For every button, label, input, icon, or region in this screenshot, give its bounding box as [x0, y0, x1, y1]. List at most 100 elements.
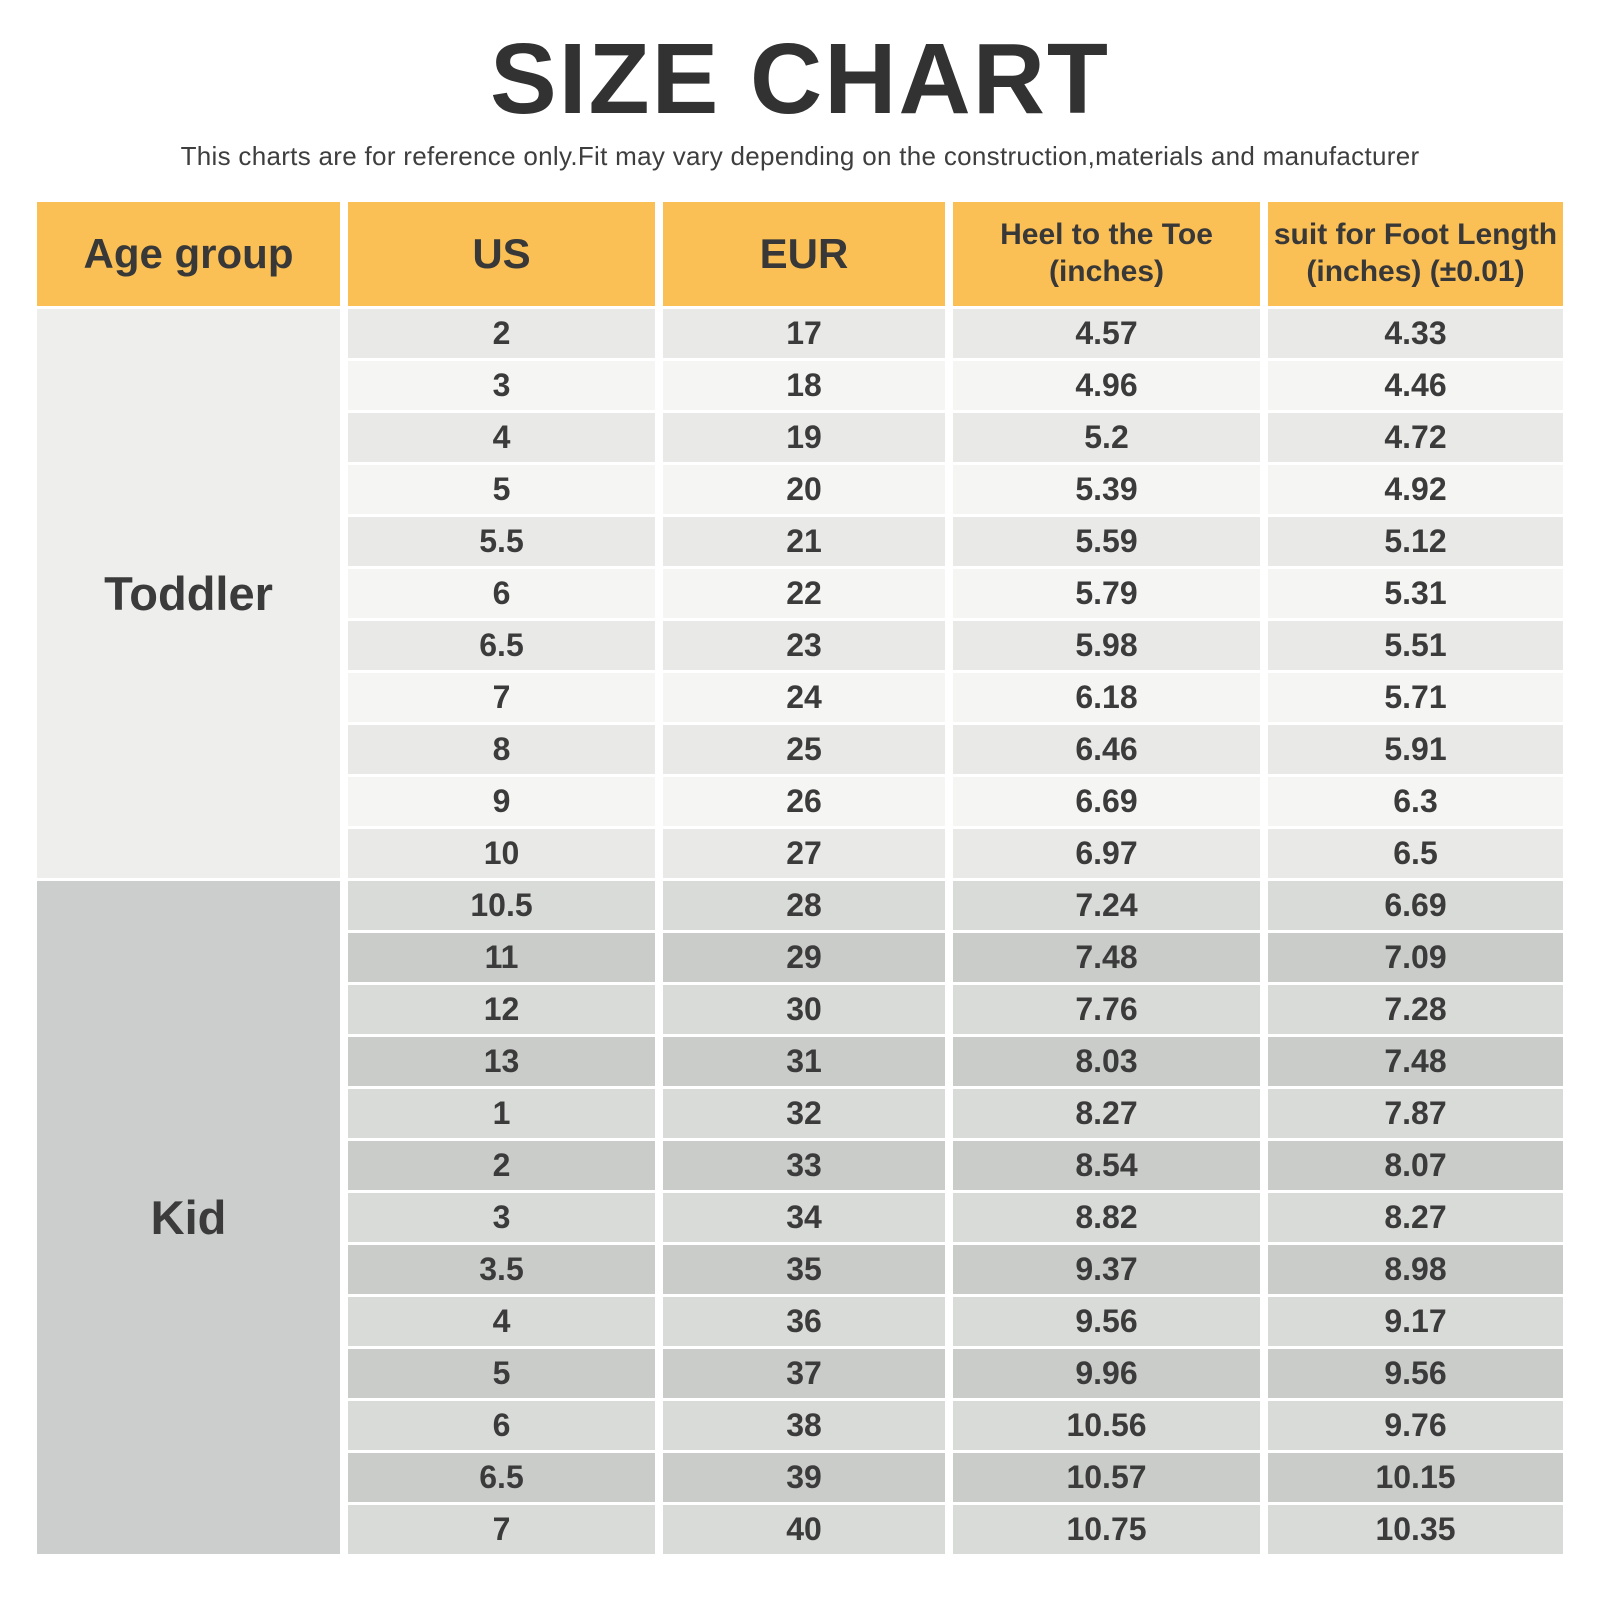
size-chart-page: SIZE CHART This charts are for reference…	[0, 22, 1600, 1554]
column-header-sublabel: (inches) (±0.01)	[1306, 255, 1525, 288]
cell-us: 7	[348, 670, 655, 722]
cell-us: 6	[348, 566, 655, 618]
size-table: Age group Toddler Kid US EUR Heel to the…	[37, 202, 1563, 1554]
table-row: 4 36 9.56 9.17	[348, 1294, 1563, 1346]
cell-foot-length: 5.12	[1268, 514, 1563, 566]
table-row: 1 32 8.27 7.87	[348, 1086, 1563, 1138]
cell-us: 5.5	[348, 514, 655, 566]
cell-foot-length: 5.71	[1268, 670, 1563, 722]
cell-heel-to-toe: 5.98	[953, 618, 1260, 670]
table-body: 2 17 4.57 4.33 3 18 4.96 4.46 4 19 5.2 4.72 5 20 5.39 4…	[348, 306, 1563, 1554]
cell-us: 3.5	[348, 1242, 655, 1294]
cell-foot-length: 7.48	[1268, 1034, 1563, 1086]
cell-foot-length: 4.72	[1268, 410, 1563, 462]
cell-us: 2	[348, 1138, 655, 1190]
table-row: 5 37 9.96 9.56	[348, 1346, 1563, 1398]
table-row: 3.5 35 9.37 8.98	[348, 1242, 1563, 1294]
cell-foot-length: 8.07	[1268, 1138, 1563, 1190]
column-header-label: EUR	[759, 230, 849, 277]
cell-us: 10.5	[348, 878, 655, 930]
cell-eur: 34	[663, 1190, 945, 1242]
cell-eur: 24	[663, 670, 945, 722]
column-header-eur: EUR	[663, 202, 945, 306]
cell-heel-to-toe: 7.24	[953, 878, 1260, 930]
cell-eur: 29	[663, 930, 945, 982]
column-header-label: Age group	[83, 230, 294, 277]
cell-eur: 31	[663, 1034, 945, 1086]
cell-foot-length: 4.33	[1268, 306, 1563, 358]
cell-us: 5	[348, 1346, 655, 1398]
cell-foot-length: 5.31	[1268, 566, 1563, 618]
column-header-sublabel: (inches)	[1048, 255, 1165, 288]
cell-heel-to-toe: 7.76	[953, 982, 1260, 1034]
cell-heel-to-toe: 5.2	[953, 410, 1260, 462]
data-columns: US EUR Heel to the Toe (inches) suit for…	[348, 202, 1563, 1554]
cell-eur: 37	[663, 1346, 945, 1398]
cell-eur: 20	[663, 462, 945, 514]
cell-us: 4	[348, 410, 655, 462]
cell-heel-to-toe: 4.96	[953, 358, 1260, 410]
cell-heel-to-toe: 8.54	[953, 1138, 1260, 1190]
cell-us: 6.5	[348, 1450, 655, 1502]
cell-heel-to-toe: 5.39	[953, 462, 1260, 514]
cell-foot-length: 5.91	[1268, 722, 1563, 774]
table-row: 6.5 39 10.57 10.15	[348, 1450, 1563, 1502]
cell-us: 13	[348, 1034, 655, 1086]
cell-foot-length: 8.27	[1268, 1190, 1563, 1242]
cell-foot-length: 7.09	[1268, 930, 1563, 982]
table-row: 5 20 5.39 4.92	[348, 462, 1563, 514]
table-row: 2 33 8.54 8.07	[348, 1138, 1563, 1190]
cell-foot-length: 9.76	[1268, 1398, 1563, 1450]
cell-us: 7	[348, 1502, 655, 1554]
cell-eur: 35	[663, 1242, 945, 1294]
cell-foot-length: 9.56	[1268, 1346, 1563, 1398]
cell-foot-length: 6.69	[1268, 878, 1563, 930]
cell-heel-to-toe: 6.97	[953, 826, 1260, 878]
cell-heel-to-toe: 10.75	[953, 1502, 1260, 1554]
cell-foot-length: 9.17	[1268, 1294, 1563, 1346]
cell-us: 8	[348, 722, 655, 774]
cell-heel-to-toe: 9.56	[953, 1294, 1260, 1346]
cell-heel-to-toe: 10.57	[953, 1450, 1260, 1502]
column-header-label: US	[472, 230, 531, 277]
table-header-row: US EUR Heel to the Toe (inches) suit for…	[348, 202, 1563, 306]
cell-eur: 33	[663, 1138, 945, 1190]
cell-us: 12	[348, 982, 655, 1034]
cell-eur: 38	[663, 1398, 945, 1450]
table-row: 12 30 7.76 7.28	[348, 982, 1563, 1034]
cell-eur: 30	[663, 982, 945, 1034]
cell-eur: 27	[663, 826, 945, 878]
table-row: 11 29 7.48 7.09	[348, 930, 1563, 982]
cell-eur: 26	[663, 774, 945, 826]
cell-eur: 25	[663, 722, 945, 774]
cell-foot-length: 4.92	[1268, 462, 1563, 514]
cell-eur: 23	[663, 618, 945, 670]
table-row: 3 18 4.96 4.46	[348, 358, 1563, 410]
column-header-heel-to-toe: Heel to the Toe (inches)	[953, 202, 1260, 306]
cell-foot-length: 5.51	[1268, 618, 1563, 670]
column-header-us: US	[348, 202, 655, 306]
cell-foot-length: 8.98	[1268, 1242, 1563, 1294]
page-title: SIZE CHART	[490, 23, 1110, 135]
cell-foot-length: 7.28	[1268, 982, 1563, 1034]
cell-us: 6.5	[348, 618, 655, 670]
table-row: 4 19 5.2 4.72	[348, 410, 1563, 462]
cell-foot-length: 4.46	[1268, 358, 1563, 410]
cell-foot-length: 10.15	[1268, 1450, 1563, 1502]
cell-foot-length: 10.35	[1268, 1502, 1563, 1554]
age-group-toddler-cell: Toddler	[37, 306, 340, 878]
cell-heel-to-toe: 5.79	[953, 566, 1260, 618]
toddler-label: Toddler	[104, 567, 273, 620]
cell-eur: 39	[663, 1450, 945, 1502]
cell-foot-length: 7.87	[1268, 1086, 1563, 1138]
cell-us: 2	[348, 306, 655, 358]
column-header-label: Heel to the Toe	[1000, 218, 1213, 252]
cell-eur: 40	[663, 1502, 945, 1554]
cell-heel-to-toe: 8.27	[953, 1086, 1260, 1138]
cell-eur: 36	[663, 1294, 945, 1346]
column-header-label: suit for Foot Length	[1273, 218, 1558, 252]
cell-us: 1	[348, 1086, 655, 1138]
cell-us: 9	[348, 774, 655, 826]
cell-eur: 21	[663, 514, 945, 566]
cell-us: 4	[348, 1294, 655, 1346]
